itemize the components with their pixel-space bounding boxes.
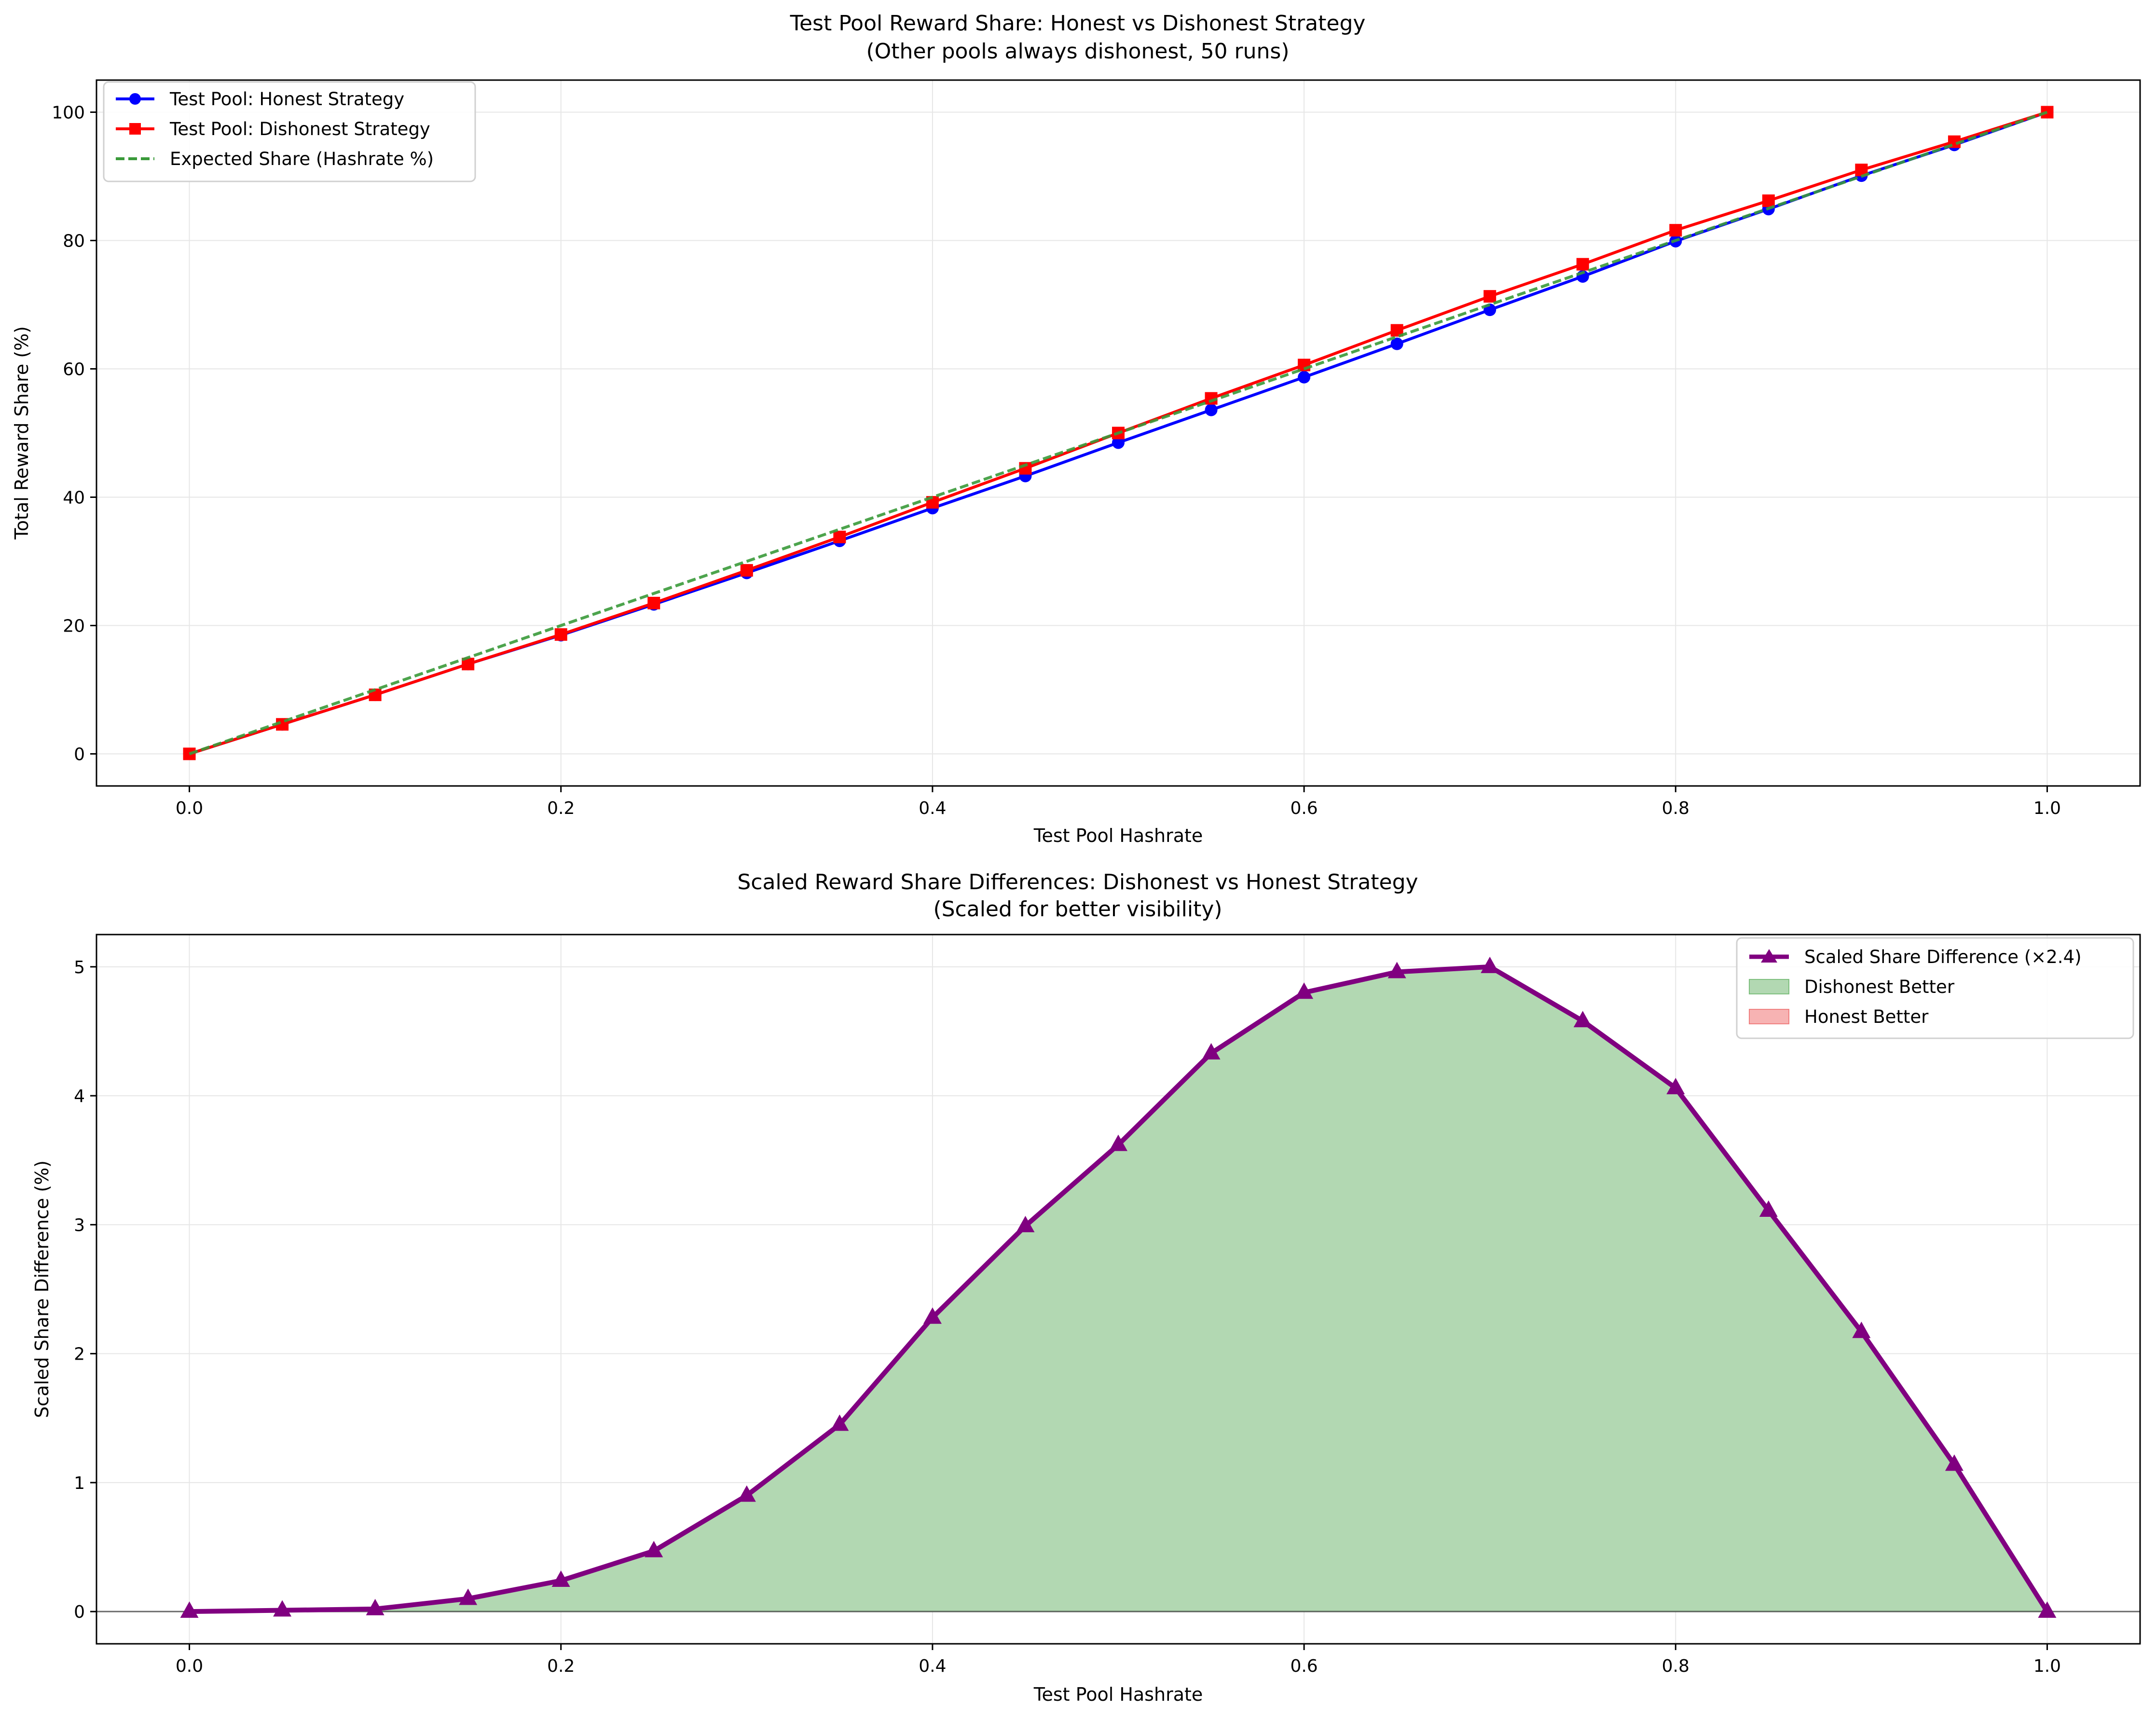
chart1-legend-box	[103, 81, 476, 182]
chart2-legend-box	[1736, 937, 2134, 1039]
x-tick-label: 0.8	[1662, 1656, 1689, 1676]
scaled-difference-point	[737, 1485, 756, 1502]
scaled-difference-point	[1016, 1216, 1035, 1233]
scaled-difference-point	[1109, 1134, 1127, 1151]
chart1-x-ticks: 0.0 0.2 0.4 0.6 0.8 1.0	[176, 786, 2061, 818]
y-tick-label: 60	[63, 360, 85, 380]
y-tick-label: 100	[52, 103, 85, 123]
x-tick-label: 0.2	[547, 799, 575, 818]
scaled-difference-chart: Scaled Reward Share Differences: Dishone…	[31, 870, 2141, 1705]
scaled-difference-point	[1573, 1011, 1592, 1028]
scaled-difference-point	[923, 1307, 942, 1324]
x-tick-label: 0.6	[1290, 799, 1318, 818]
scaled-difference-point	[459, 1588, 478, 1605]
chart1-x-axis-label: Test Pool Hashrate	[1033, 825, 1203, 846]
legend-circle-marker-icon	[129, 93, 141, 105]
reward-share-chart: Test Pool Reward Share: Honest vs Dishon…	[11, 11, 2141, 846]
legend-dishonest-label: Test Pool: Dishonest Strategy	[169, 119, 430, 139]
scaled-difference-point	[1759, 1200, 1778, 1217]
y-tick-label: 1	[74, 1473, 85, 1493]
y-tick-label: 5	[74, 958, 85, 978]
chart1-y-ticks: 0 20 40 60 80 100	[52, 103, 96, 765]
scaled-difference-point	[830, 1414, 849, 1431]
y-tick-label: 80	[63, 232, 85, 251]
scaled-difference-point	[1666, 1078, 1685, 1095]
scaled-difference-point	[1295, 982, 1314, 999]
y-tick-label: 40	[63, 488, 85, 508]
y-tick-label: 3	[74, 1215, 85, 1235]
chart1-y-axis-label: Total Reward Share (%)	[11, 326, 32, 540]
dishonest-point	[1483, 290, 1497, 303]
y-tick-label: 0	[74, 1602, 85, 1622]
scaled-difference-point	[366, 1598, 385, 1615]
x-tick-label: 0.8	[1662, 799, 1689, 818]
chart1-title: Test Pool Reward Share: Honest vs Dishon…	[790, 11, 1366, 36]
honest-point	[1390, 337, 1403, 350]
dishonest-point	[647, 596, 660, 609]
x-tick-label: 0.0	[176, 799, 203, 818]
chart2-x-axis-label: Test Pool Hashrate	[1033, 1684, 1203, 1705]
honest-point	[1205, 403, 1218, 416]
legend-dishonest-better-swatch	[1749, 979, 1789, 994]
y-tick-label: 20	[63, 617, 85, 636]
dishonest-better-area	[189, 966, 2047, 1612]
chart2-title: Scaled Reward Share Differences: Dishone…	[737, 870, 1418, 895]
honest-point	[1112, 436, 1125, 449]
x-tick-label: 0.6	[1290, 1656, 1318, 1676]
dishonest-point	[554, 628, 567, 641]
scaled-difference-point	[645, 1541, 663, 1557]
legend-dishonest-better-label: Dishonest Better	[1804, 977, 1955, 997]
dishonest-point	[833, 530, 846, 543]
chart2-series	[96, 956, 2140, 1618]
legend-expected-label: Expected Share (Hashrate %)	[170, 149, 434, 169]
legend-honest-better-swatch	[1749, 1009, 1789, 1024]
chart2-subtitle: (Scaled for better visibility)	[933, 897, 1222, 922]
series-line-2	[189, 110, 2048, 756]
scaled-difference-point	[1481, 956, 1499, 973]
scaled-difference-point	[273, 1600, 292, 1617]
x-tick-label: 0.0	[176, 1656, 203, 1676]
x-tick-label: 1.0	[2033, 1656, 2061, 1676]
chart2-legend: Scaled Share Difference (×2.4) Dishonest…	[1736, 937, 2134, 1039]
chart1-plot-frame	[96, 79, 2141, 787]
scaled-difference-point	[2038, 1601, 2057, 1618]
x-tick-label: 1.0	[2033, 799, 2061, 818]
dishonest-point	[1576, 258, 1589, 271]
dishonest-point	[1669, 224, 1682, 237]
scaled-difference-point	[551, 1570, 570, 1587]
legend-scaled-label: Scaled Share Difference (×2.4)	[1804, 947, 2082, 967]
y-tick-label: 4	[74, 1087, 85, 1106]
dishonest-point	[740, 564, 753, 577]
scaled-difference-point	[1387, 962, 1406, 978]
chart2-y-axis-label: Scaled Share Difference (%)	[31, 1160, 53, 1418]
legend-triangle-marker-icon	[1761, 949, 1777, 963]
y-tick-label: 2	[74, 1345, 85, 1364]
chart2-y-ticks: 0 1 2 3 4 5	[74, 958, 96, 1622]
legend-honest-better-label: Honest Better	[1804, 1006, 1929, 1027]
scaled-difference-point	[1852, 1322, 1871, 1338]
x-tick-label: 0.4	[919, 799, 946, 818]
chart2-x-ticks: 0.0 0.2 0.4 0.6 0.8 1.0	[176, 1644, 2061, 1676]
y-tick-label: 0	[74, 745, 85, 765]
legend-honest-label: Test Pool: Honest Strategy	[169, 89, 404, 110]
legend-square-marker-icon	[129, 123, 141, 135]
chart1-subtitle: (Other pools always dishonest, 50 runs)	[866, 39, 1290, 64]
scaled-difference-point	[1945, 1454, 1964, 1471]
chart1-series	[183, 106, 2054, 760]
x-tick-label: 0.2	[547, 1656, 575, 1676]
honest-point	[1298, 371, 1311, 384]
dishonest-point	[1762, 194, 1775, 207]
chart1-legend: Test Pool: Honest Strategy Test Pool: Di…	[103, 81, 476, 182]
x-tick-label: 0.4	[919, 1656, 946, 1676]
scaled-difference-point	[180, 1601, 199, 1618]
scaled-difference-point	[1202, 1043, 1221, 1060]
chart2-plot-frame	[96, 934, 2141, 1645]
